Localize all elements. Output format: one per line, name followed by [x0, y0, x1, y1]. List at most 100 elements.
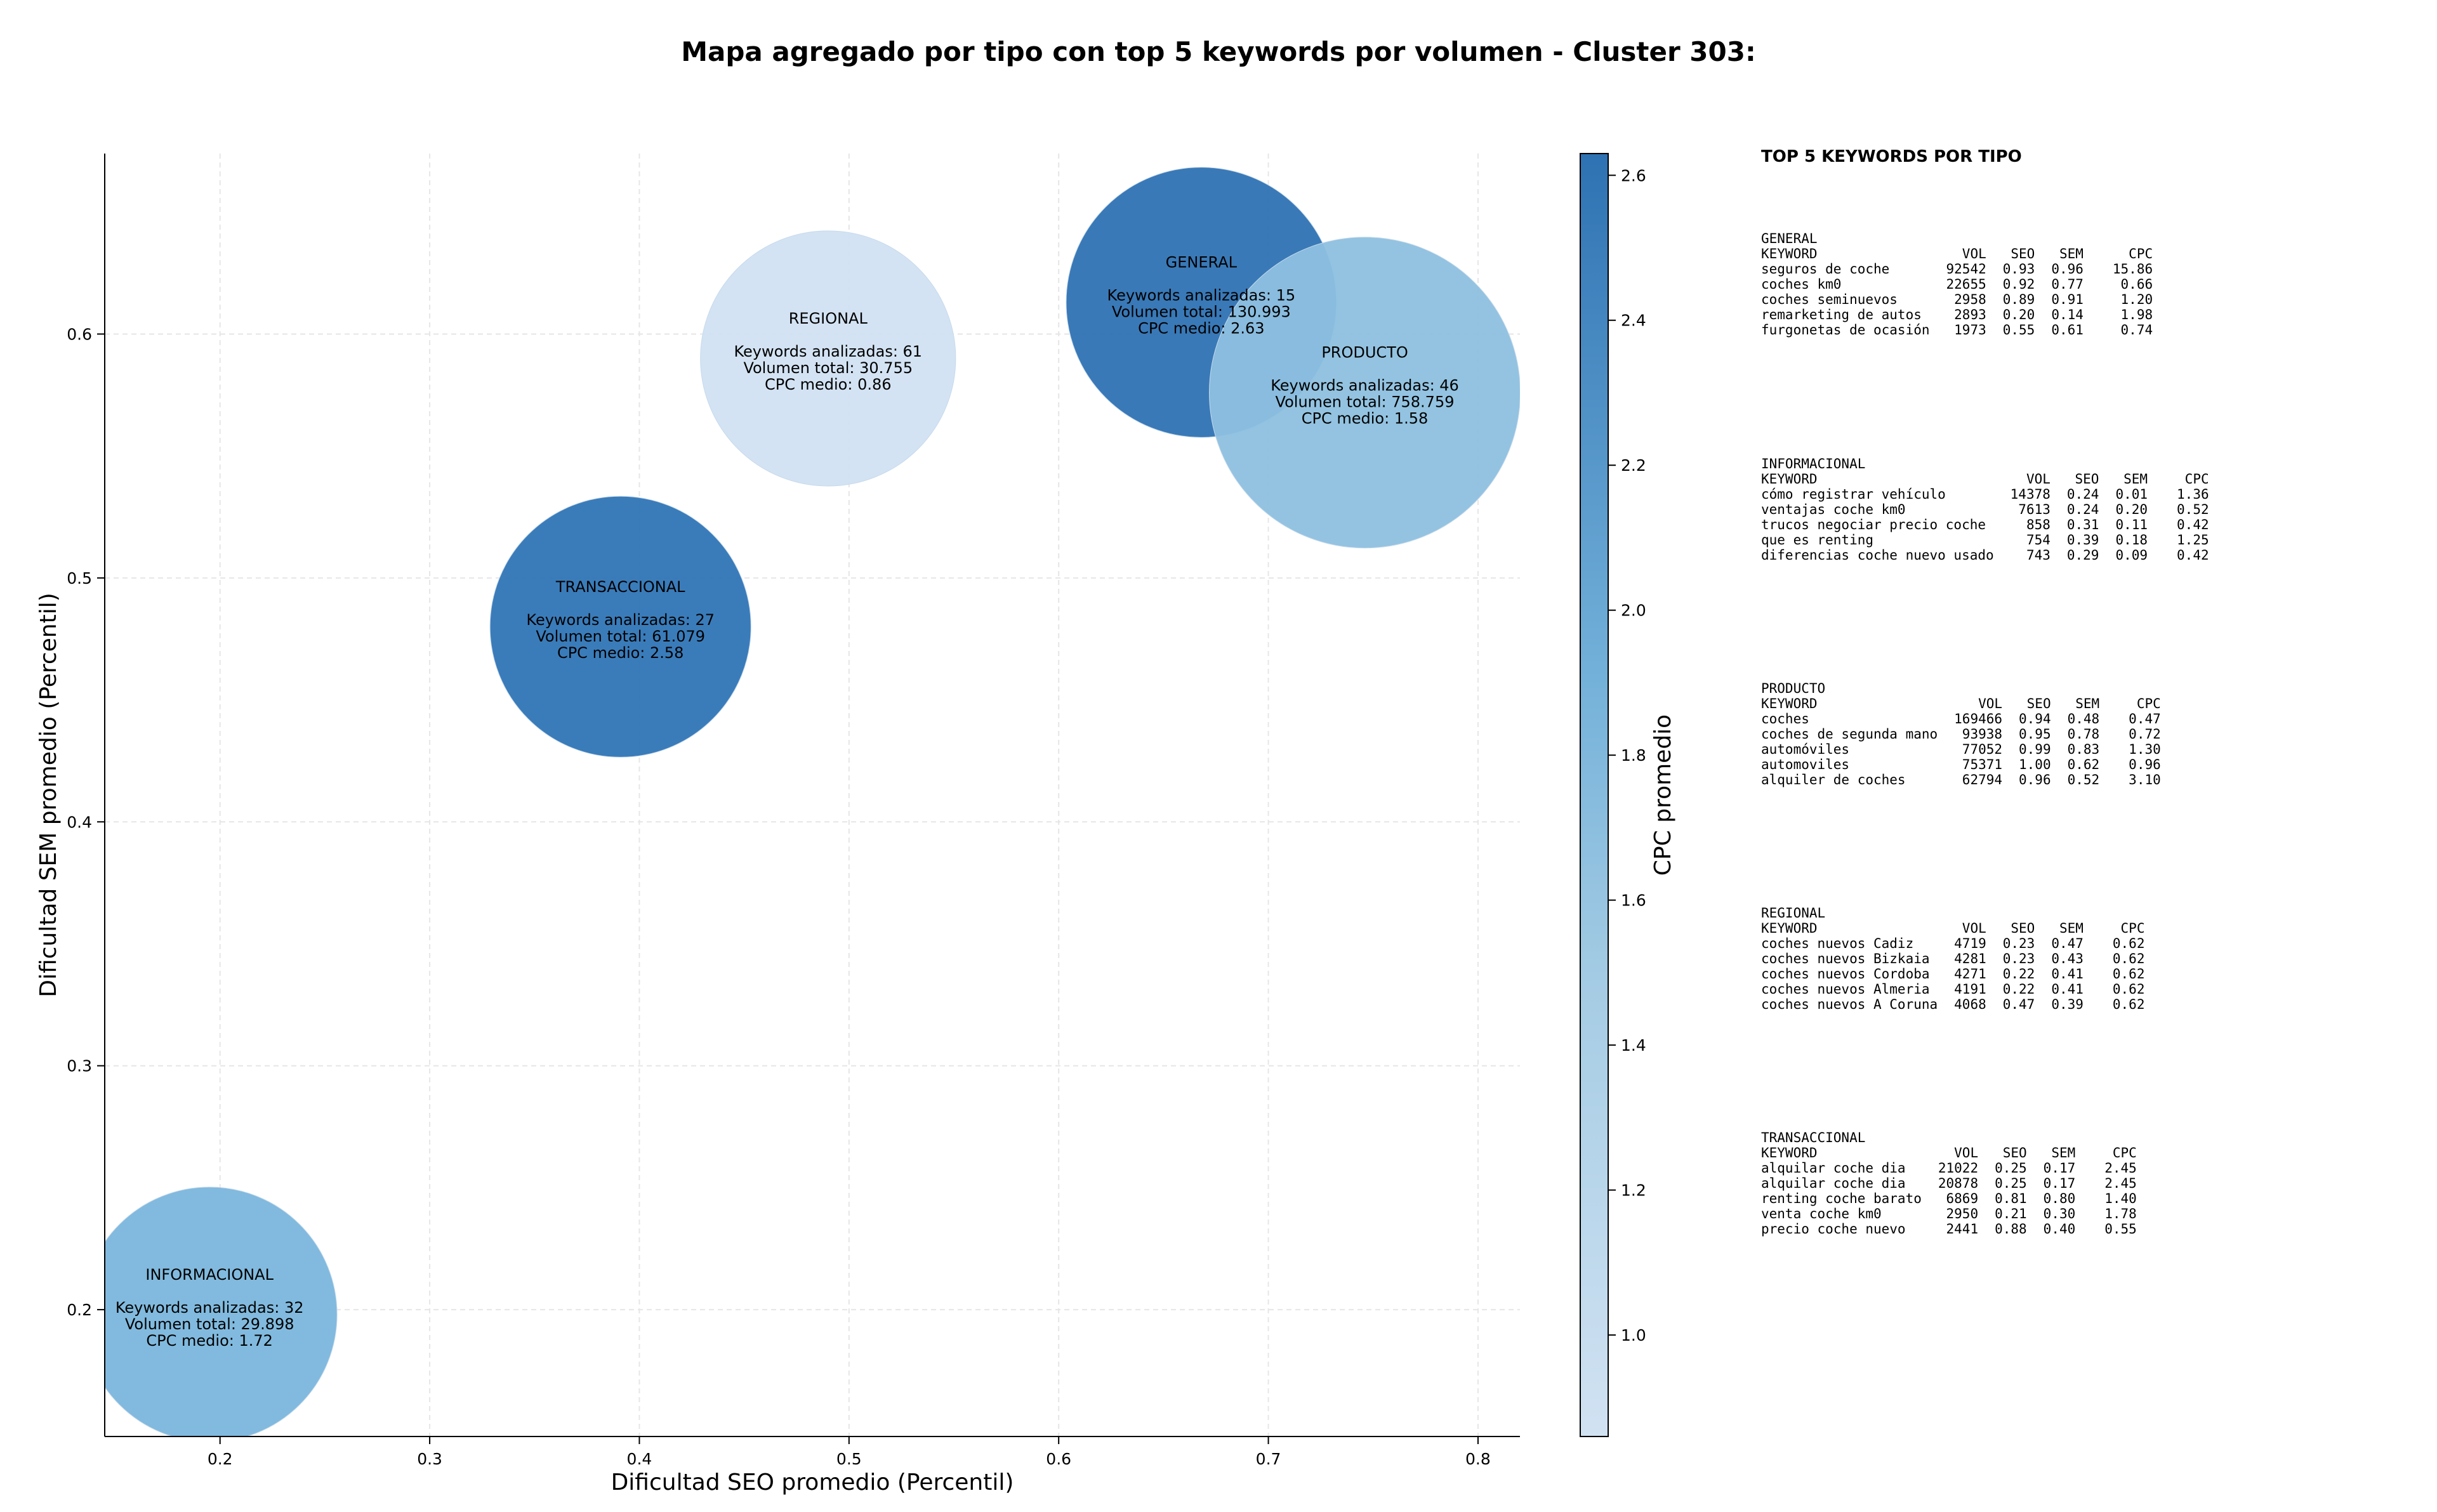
table-cell: alquilar coche dia: [1761, 1176, 1906, 1191]
y-tick-label: 0.6: [67, 325, 92, 343]
column-header: KEYWORD: [1761, 246, 1818, 261]
table-cell: 0.89: [2002, 292, 2035, 307]
table-cell: 0.22: [2002, 982, 2035, 997]
table-cell: 0.39: [2066, 532, 2099, 548]
table-header: KEYWORD VOL SEO SEM CPC: [1761, 471, 2209, 487]
column-header: CPC: [2120, 921, 2145, 936]
table-row: venta coche km0 2950 0.21 0.30 1.78: [1761, 1206, 2137, 1221]
table-cell: 1.00: [2019, 757, 2051, 772]
table-cell: 0.52: [2067, 772, 2100, 787]
table-cell: alquiler de coches: [1761, 772, 1906, 787]
table-cell: 0.62: [2112, 951, 2145, 966]
table-cell: 0.62: [2067, 757, 2100, 772]
column-header: SEO: [2075, 471, 2099, 487]
table-cell: 0.31: [2066, 517, 2099, 532]
bubble-producto: [1209, 237, 1520, 549]
table-row: remarketing de autos 2893 0.20 0.14 1.98: [1761, 307, 2153, 322]
bubble-label-text: Volumen total: 758.759: [1276, 393, 1455, 411]
colorbar-tick-label: 1.2: [1621, 1181, 1646, 1200]
table-header: KEYWORD VOL SEO SEM CPC: [1761, 246, 2153, 261]
table-cell: 3.10: [2129, 772, 2161, 787]
table-cell: 77052: [1962, 742, 2003, 757]
column-header: SEO: [2002, 1145, 2027, 1160]
table-row: renting coche barato 6869 0.81 0.80 1.40: [1761, 1191, 2137, 1206]
table-row: coches nuevos Bizkaia 4281 0.23 0.43 0.62: [1761, 951, 2144, 966]
table-cell: 0.47: [2051, 936, 2084, 951]
table-cell: coches: [1761, 711, 1809, 726]
table-cell: 2893: [1954, 307, 1986, 322]
keyword-table: KEYWORD VOL SEO SEM CPC coches nuevos Cadiz 47…: [1761, 921, 2144, 1012]
table-cell: precio coche nuevo: [1761, 1221, 1906, 1237]
table-cell: 4281: [1954, 951, 1986, 966]
table-cell: 0.17: [2043, 1160, 2076, 1176]
bubble-label-text: Keywords analizadas: 27: [526, 611, 715, 629]
column-header: VOL: [1954, 1145, 1979, 1160]
group-general: GENERAL KEYWORD VOL SEO SEM CPC seguros de coc…: [1761, 231, 2153, 338]
table-cell: 1973: [1954, 322, 1986, 338]
table-row: furgonetas de ocasión 1973 0.55 0.61 0.74: [1761, 322, 2153, 338]
bubble-label-text: Keywords analizadas: 46: [1271, 377, 1459, 395]
table-cell: 0.77: [2051, 277, 2084, 292]
table-row: coches seminuevos 2958 0.89 0.91 1.20: [1761, 292, 2153, 307]
table-row: coches nuevos Cadiz 4719 0.23 0.47 0.62: [1761, 936, 2144, 951]
x-tick-label: 0.3: [417, 1450, 442, 1468]
table-cell: 0.94: [2019, 711, 2051, 726]
column-header: SEM: [2123, 471, 2148, 487]
group-name: INFORMACIONAL: [1761, 456, 1866, 471]
table-cell: 4068: [1954, 997, 1986, 1012]
bubble-label-text: CPC medio: 2.63: [1138, 319, 1265, 337]
bubble-label-text: CPC medio: 0.86: [765, 376, 892, 393]
table-cell: 93938: [1962, 726, 2003, 742]
table-cell: 0.11: [2115, 517, 2148, 532]
table-cell: venta coche km0: [1761, 1206, 1882, 1221]
table-cell: furgonetas de ocasión: [1761, 322, 1930, 338]
table-cell: 21022: [1938, 1160, 1979, 1176]
table-cell: 1.36: [2177, 487, 2209, 502]
x-tick-label: 0.8: [1465, 1450, 1491, 1468]
table-row: coches nuevos Almeria 4191 0.22 0.41 0.62: [1761, 982, 2144, 997]
table-cell: 1.20: [2120, 292, 2153, 307]
group-producto: PRODUCTO KEYWORD VOL SEO SEM CPC coches 169466 0…: [1761, 681, 2161, 787]
table-cell: 0.17: [2043, 1176, 2076, 1191]
bubble-label-text: Keywords analizadas: 61: [734, 343, 922, 360]
table-cell: cómo registrar vehículo: [1761, 487, 1946, 502]
table-cell: remarketing de autos: [1761, 307, 1922, 322]
table-cell: automoviles: [1761, 757, 1850, 772]
table-header: KEYWORD VOL SEO SEM CPC: [1761, 1145, 2137, 1160]
group-name: GENERAL: [1761, 231, 1818, 246]
colorbar-tick-label: 1.4: [1621, 1036, 1646, 1055]
grid: [105, 154, 1520, 1436]
table-cell: 0.22: [2002, 966, 2035, 982]
table-cell: coches km0: [1761, 277, 1842, 292]
table-cell: 0.78: [2067, 726, 2100, 742]
column-header: SEO: [2026, 696, 2051, 711]
column-header: SEM: [2051, 1145, 2076, 1160]
table-cell: 0.01: [2115, 487, 2148, 502]
column-header: VOL: [1962, 246, 1986, 261]
column-header: VOL: [1978, 696, 2003, 711]
column-header: CPC: [2112, 1145, 2137, 1160]
table-cell: automóviles: [1761, 742, 1850, 757]
table-row: cómo registrar vehículo 14378 0.24 0.01 1.36: [1761, 487, 2209, 502]
x-tick-label: 0.2: [208, 1450, 233, 1468]
table-cell: 0.39: [2051, 997, 2084, 1012]
column-header: CPC: [2129, 246, 2153, 261]
table-header: KEYWORD VOL SEO SEM CPC: [1761, 921, 2144, 936]
table-cell: 0.81: [1995, 1191, 2027, 1206]
table-cell: 0.25: [1995, 1176, 2027, 1191]
colorbar-tick-label: 2.0: [1621, 602, 1646, 620]
column-header: SEO: [2011, 246, 2035, 261]
table-cell: 0.48: [2067, 711, 2100, 726]
keyword-table: KEYWORD VOL SEO SEM CPC seguros de coche 92542…: [1761, 246, 2153, 338]
x-tick-label: 0.7: [1256, 1450, 1281, 1468]
table-cell: coches nuevos Cordoba: [1761, 966, 1930, 982]
colorbar-tick-label: 2.6: [1621, 166, 1646, 185]
bubble-layer: [105, 167, 1520, 1436]
table-cell: 0.52: [2177, 502, 2209, 517]
table-cell: 2.45: [2104, 1160, 2137, 1176]
table-cell: 20878: [1938, 1176, 1979, 1191]
table-cell: 0.24: [2066, 487, 2099, 502]
column-header: KEYWORD: [1761, 471, 1818, 487]
x-tick-label: 0.4: [627, 1450, 652, 1468]
